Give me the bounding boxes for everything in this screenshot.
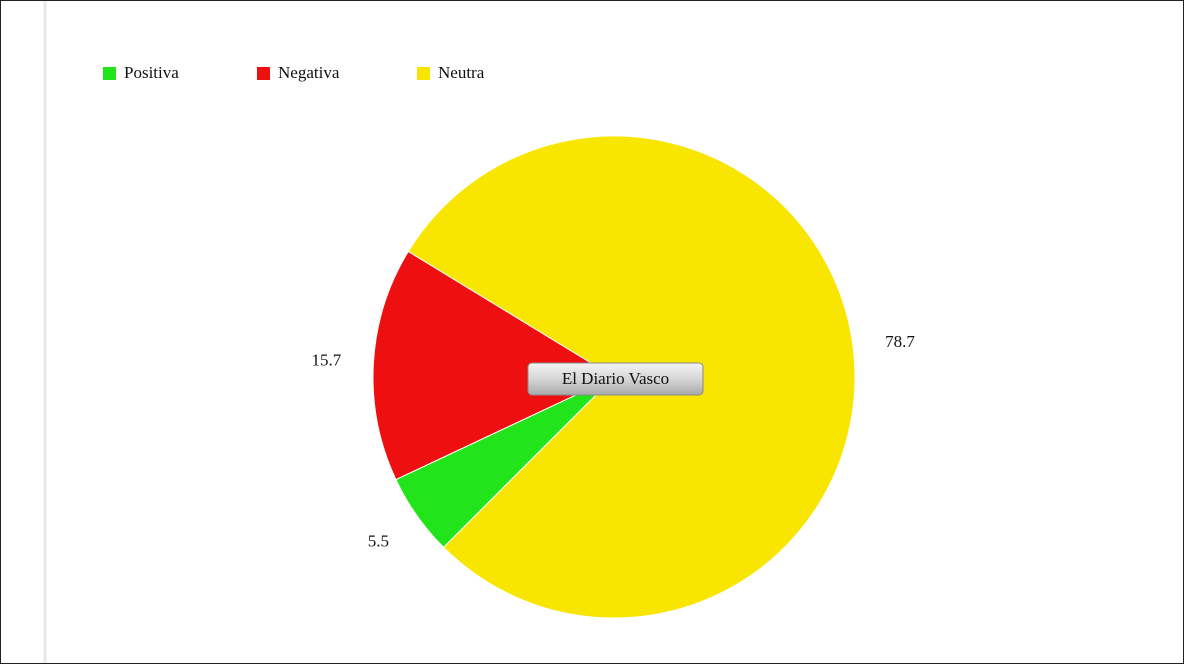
legend-label: Positiva <box>124 63 179 82</box>
legend-label: Negativa <box>278 63 340 82</box>
data-label: 15.7 <box>312 350 342 369</box>
data-label: 78.7 <box>885 332 915 351</box>
legend-label: Neutra <box>438 63 485 82</box>
legend-swatch <box>103 67 116 80</box>
data-label: 5.5 <box>368 531 389 550</box>
chart-title: El Diario Vasco <box>562 369 669 388</box>
legend-swatch <box>257 67 270 80</box>
pie-slice <box>372 250 616 481</box>
legend-swatch <box>417 67 430 80</box>
title-button[interactable] <box>527 362 704 396</box>
